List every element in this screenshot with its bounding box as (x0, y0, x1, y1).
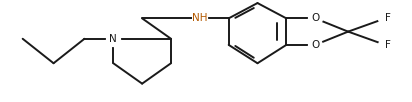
Text: O: O (311, 13, 319, 23)
Text: F: F (385, 40, 391, 50)
Text: NH: NH (192, 13, 208, 23)
Text: N: N (110, 34, 117, 44)
Text: O: O (311, 40, 319, 50)
Text: F: F (385, 13, 391, 23)
